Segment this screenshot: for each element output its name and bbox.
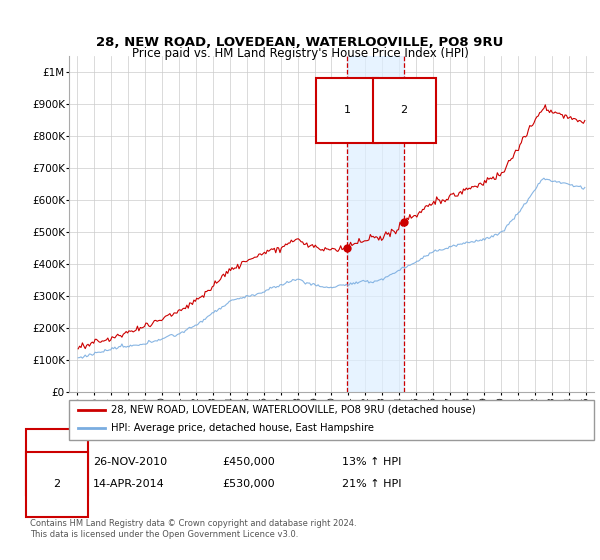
Text: 14-APR-2014: 14-APR-2014	[93, 479, 165, 489]
Bar	[347, 56, 404, 392]
Text: 28, NEW ROAD, LOVEDEAN, WATERLOOVILLE, PO8 9RU: 28, NEW ROAD, LOVEDEAN, WATERLOOVILLE, P…	[97, 35, 503, 49]
Text: £450,000: £450,000	[222, 457, 275, 467]
Text: £530,000: £530,000	[222, 479, 275, 489]
Text: Contains HM Land Registry data © Crown copyright and database right 2024.
This d: Contains HM Land Registry data © Crown c…	[30, 520, 356, 539]
Text: 1: 1	[53, 457, 61, 467]
Text: 2: 2	[401, 105, 408, 115]
Text: 2: 2	[53, 479, 61, 489]
Text: 26-NOV-2010: 26-NOV-2010	[93, 457, 167, 467]
Text: 13% ↑ HPI: 13% ↑ HPI	[342, 457, 401, 467]
Text: 1: 1	[344, 105, 350, 115]
Text: 21% ↑ HPI: 21% ↑ HPI	[342, 479, 401, 489]
Text: HPI: Average price, detached house, East Hampshire: HPI: Average price, detached house, East…	[111, 423, 374, 433]
Text: 28, NEW ROAD, LOVEDEAN, WATERLOOVILLE, PO8 9RU (detached house): 28, NEW ROAD, LOVEDEAN, WATERLOOVILLE, P…	[111, 405, 476, 415]
Text: Price paid vs. HM Land Registry's House Price Index (HPI): Price paid vs. HM Land Registry's House …	[131, 46, 469, 60]
